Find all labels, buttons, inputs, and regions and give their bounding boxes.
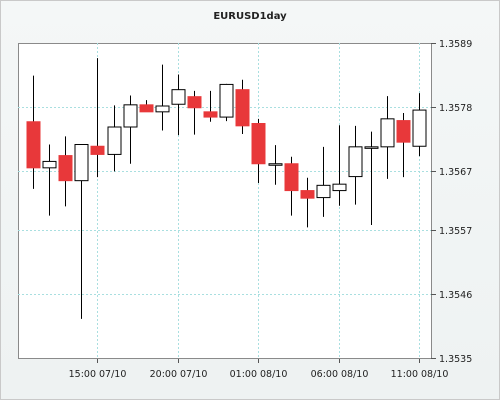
candle — [235, 79, 250, 134]
candle — [58, 136, 73, 207]
candle-body-bull — [316, 184, 331, 199]
y-tick-label: 1.3535 — [439, 354, 472, 365]
candle — [139, 100, 154, 113]
candle-body-bear — [58, 155, 73, 182]
candle-body-bear — [300, 190, 315, 199]
candle — [300, 177, 315, 228]
candle — [107, 105, 122, 172]
candle — [74, 144, 89, 319]
candle — [26, 75, 41, 189]
candle — [203, 90, 218, 122]
candle — [380, 96, 395, 179]
candle — [251, 118, 266, 183]
candle — [42, 144, 57, 216]
candle — [90, 58, 105, 178]
candle-body-bear — [235, 89, 250, 127]
candle-body-bear — [139, 104, 154, 113]
candle-body-bull — [74, 144, 89, 182]
candle-body-bull — [123, 104, 138, 128]
candle — [284, 156, 299, 216]
y-tick-label: 1.3546 — [439, 290, 472, 301]
candle — [396, 113, 411, 178]
candle — [187, 90, 202, 135]
candle — [348, 125, 363, 205]
candle-body-bull — [332, 183, 347, 192]
x-axis: 15:00 07/10 20:00 07/10 01:00 08/10 06:00 0… — [18, 358, 448, 380]
candle-body-bull — [107, 126, 122, 155]
candle — [412, 93, 427, 157]
candle — [332, 125, 347, 206]
candle — [219, 83, 234, 122]
x-tick-label: 06:00 08/10 — [311, 369, 369, 380]
x-tick-label: 11:00 08/10 — [391, 369, 449, 380]
candle — [364, 131, 379, 225]
candle-body-bear — [26, 121, 41, 169]
candle-body-bear — [187, 96, 202, 109]
candle-body-bull — [268, 163, 283, 166]
y-tick-label: 1.3557 — [439, 226, 472, 237]
candle-body-bear — [251, 123, 266, 165]
x-tick-label: 15:00 07/10 — [69, 369, 127, 380]
y-tick-label: 1.3589 — [439, 39, 472, 50]
x-tick-label: 20:00 07/10 — [150, 369, 208, 380]
candle — [171, 74, 186, 136]
candle-body-bull — [412, 109, 427, 147]
candle-body-bear — [203, 111, 218, 118]
candle-body-bull — [155, 105, 170, 113]
candle — [123, 95, 138, 164]
candle-body-bear — [284, 163, 299, 192]
candle-body-bull — [171, 89, 186, 105]
candle — [316, 146, 331, 217]
candles — [26, 58, 427, 319]
candle-body-bear — [90, 145, 105, 155]
y-tick-label: 1.3567 — [439, 167, 472, 178]
candle — [155, 64, 170, 131]
x-tick-label: 01:00 08/10 — [230, 369, 288, 380]
candle-body-bull — [42, 160, 57, 169]
chart-title: EURUSD1day — [213, 11, 287, 22]
candle-body-bull — [348, 146, 363, 178]
candle-body-bull — [219, 83, 234, 118]
candle — [268, 145, 283, 185]
candle-body-bull — [364, 146, 379, 149]
candle-body-bull — [380, 118, 395, 148]
y-tick-label: 1.3578 — [439, 103, 472, 114]
y-axis: 1.3589 1.3578 1.3567 1.3557 1.3546 1.3535 — [431, 39, 472, 365]
candle-body-bear — [396, 120, 411, 143]
